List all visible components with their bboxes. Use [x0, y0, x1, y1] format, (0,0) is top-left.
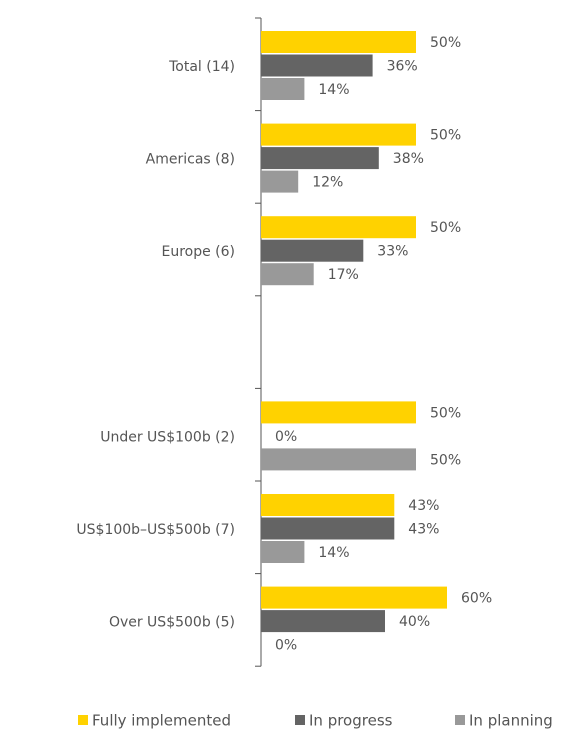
bar	[261, 147, 379, 170]
bar	[261, 54, 373, 77]
category-label: Europe (6)	[161, 244, 235, 260]
category-label: Total (14)	[168, 59, 235, 75]
data-label: 60%	[461, 591, 492, 607]
data-label: 43%	[408, 498, 439, 514]
data-label: 43%	[408, 522, 439, 538]
data-label: 50%	[430, 220, 461, 236]
data-label: 17%	[328, 267, 359, 283]
bar	[261, 78, 305, 100]
bar	[261, 31, 416, 53]
bar	[261, 170, 299, 193]
bar	[261, 263, 314, 286]
category-label: US$100b–US$500b (7)	[76, 522, 235, 538]
data-label: 50%	[430, 128, 461, 144]
data-label: 14%	[318, 545, 349, 561]
bar	[261, 494, 395, 516]
bar	[261, 517, 395, 540]
legend-label: In progress	[309, 712, 393, 730]
bar	[261, 401, 416, 424]
legend-swatch	[455, 715, 465, 725]
data-label: 12%	[312, 175, 343, 191]
data-label: 40%	[399, 614, 430, 630]
data-label: 36%	[387, 59, 418, 75]
data-label: 50%	[430, 35, 461, 51]
bar	[261, 610, 385, 633]
bar	[261, 239, 364, 262]
legend-label: Fully implemented	[92, 712, 231, 730]
legend-swatch	[78, 715, 88, 725]
data-label: 0%	[275, 429, 297, 445]
data-label: 50%	[430, 405, 461, 421]
bar	[261, 586, 447, 609]
bar	[261, 448, 416, 471]
category-label: Over US$500b (5)	[109, 615, 235, 631]
category-label: Under US$100b (2)	[100, 429, 235, 445]
data-label: 50%	[430, 452, 461, 468]
bar	[261, 216, 416, 239]
data-label: 14%	[318, 82, 349, 98]
legend-swatch	[295, 715, 305, 725]
data-label: 38%	[393, 151, 424, 167]
bar	[261, 541, 305, 563]
data-label: 0%	[275, 638, 297, 654]
data-label: 33%	[377, 244, 408, 260]
legend-label: In planning	[469, 712, 553, 730]
category-label: Americas (8)	[146, 152, 235, 168]
bar	[261, 123, 416, 146]
